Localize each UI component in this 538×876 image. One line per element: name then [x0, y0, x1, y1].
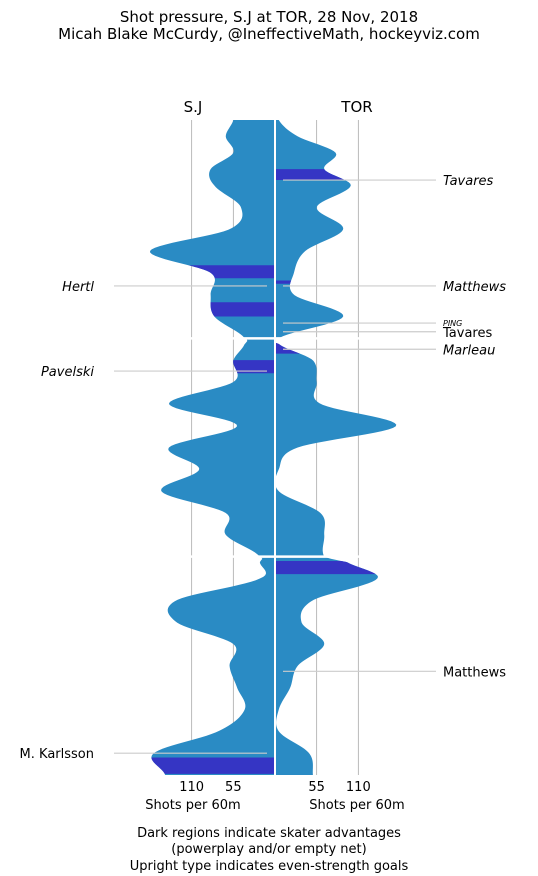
goal-label-8: M. Karlsson	[20, 747, 94, 762]
pressure-area-left	[150, 120, 275, 775]
goal-label-6: Pavelski	[41, 365, 94, 380]
footnote-line-1: Dark regions indicate skater advantages	[137, 826, 401, 841]
advantage-band-right-1	[275, 280, 292, 284]
x-ticks: 110 55 55 110	[179, 780, 370, 795]
period-dividers	[145, 120, 405, 775]
goal-label-2: Matthews	[443, 280, 506, 295]
advantage-band-right-3	[275, 561, 376, 575]
tick-label-right-0: 55	[308, 780, 325, 795]
goal-label-4: Tavares	[442, 326, 492, 341]
pressure-areas	[150, 120, 397, 775]
advantage-band-left-2	[233, 360, 275, 374]
goal-label-1: Hertl	[62, 280, 94, 295]
advantage-band-left-0	[188, 265, 275, 279]
x-axis-label-right: Shots per 60m	[309, 798, 404, 813]
footnote-line-3: Upright type indicates even-strength goa…	[130, 859, 409, 874]
goal-label-5: Marleau	[443, 343, 495, 358]
team-label-left: S.J	[184, 98, 203, 116]
goal-label-3: PING	[443, 319, 462, 328]
pressure-area-right	[275, 120, 397, 775]
goal-label-7: Matthews	[443, 665, 506, 680]
advantage-band-right-0	[275, 169, 346, 181]
footnote-line-2: (powerplay and/or empty net)	[171, 842, 366, 857]
chart-title: Shot pressure, S.J at TOR, 28 Nov, 2018	[120, 8, 418, 26]
advantage-band-right-2	[275, 340, 300, 354]
team-label-right: TOR	[340, 98, 372, 116]
tick-label-right-1: 110	[346, 780, 371, 795]
tick-label-left-1: 55	[225, 780, 242, 795]
goal-label-0: Tavares	[443, 174, 494, 189]
advantage-band-left-3	[151, 757, 275, 774]
tick-label-left-0: 110	[179, 780, 204, 795]
x-axis-label-left: Shots per 60m	[145, 798, 240, 813]
chart-subtitle: Micah Blake McCurdy, @IneffectiveMath, h…	[58, 25, 480, 43]
advantage-band-left-1	[210, 302, 275, 317]
